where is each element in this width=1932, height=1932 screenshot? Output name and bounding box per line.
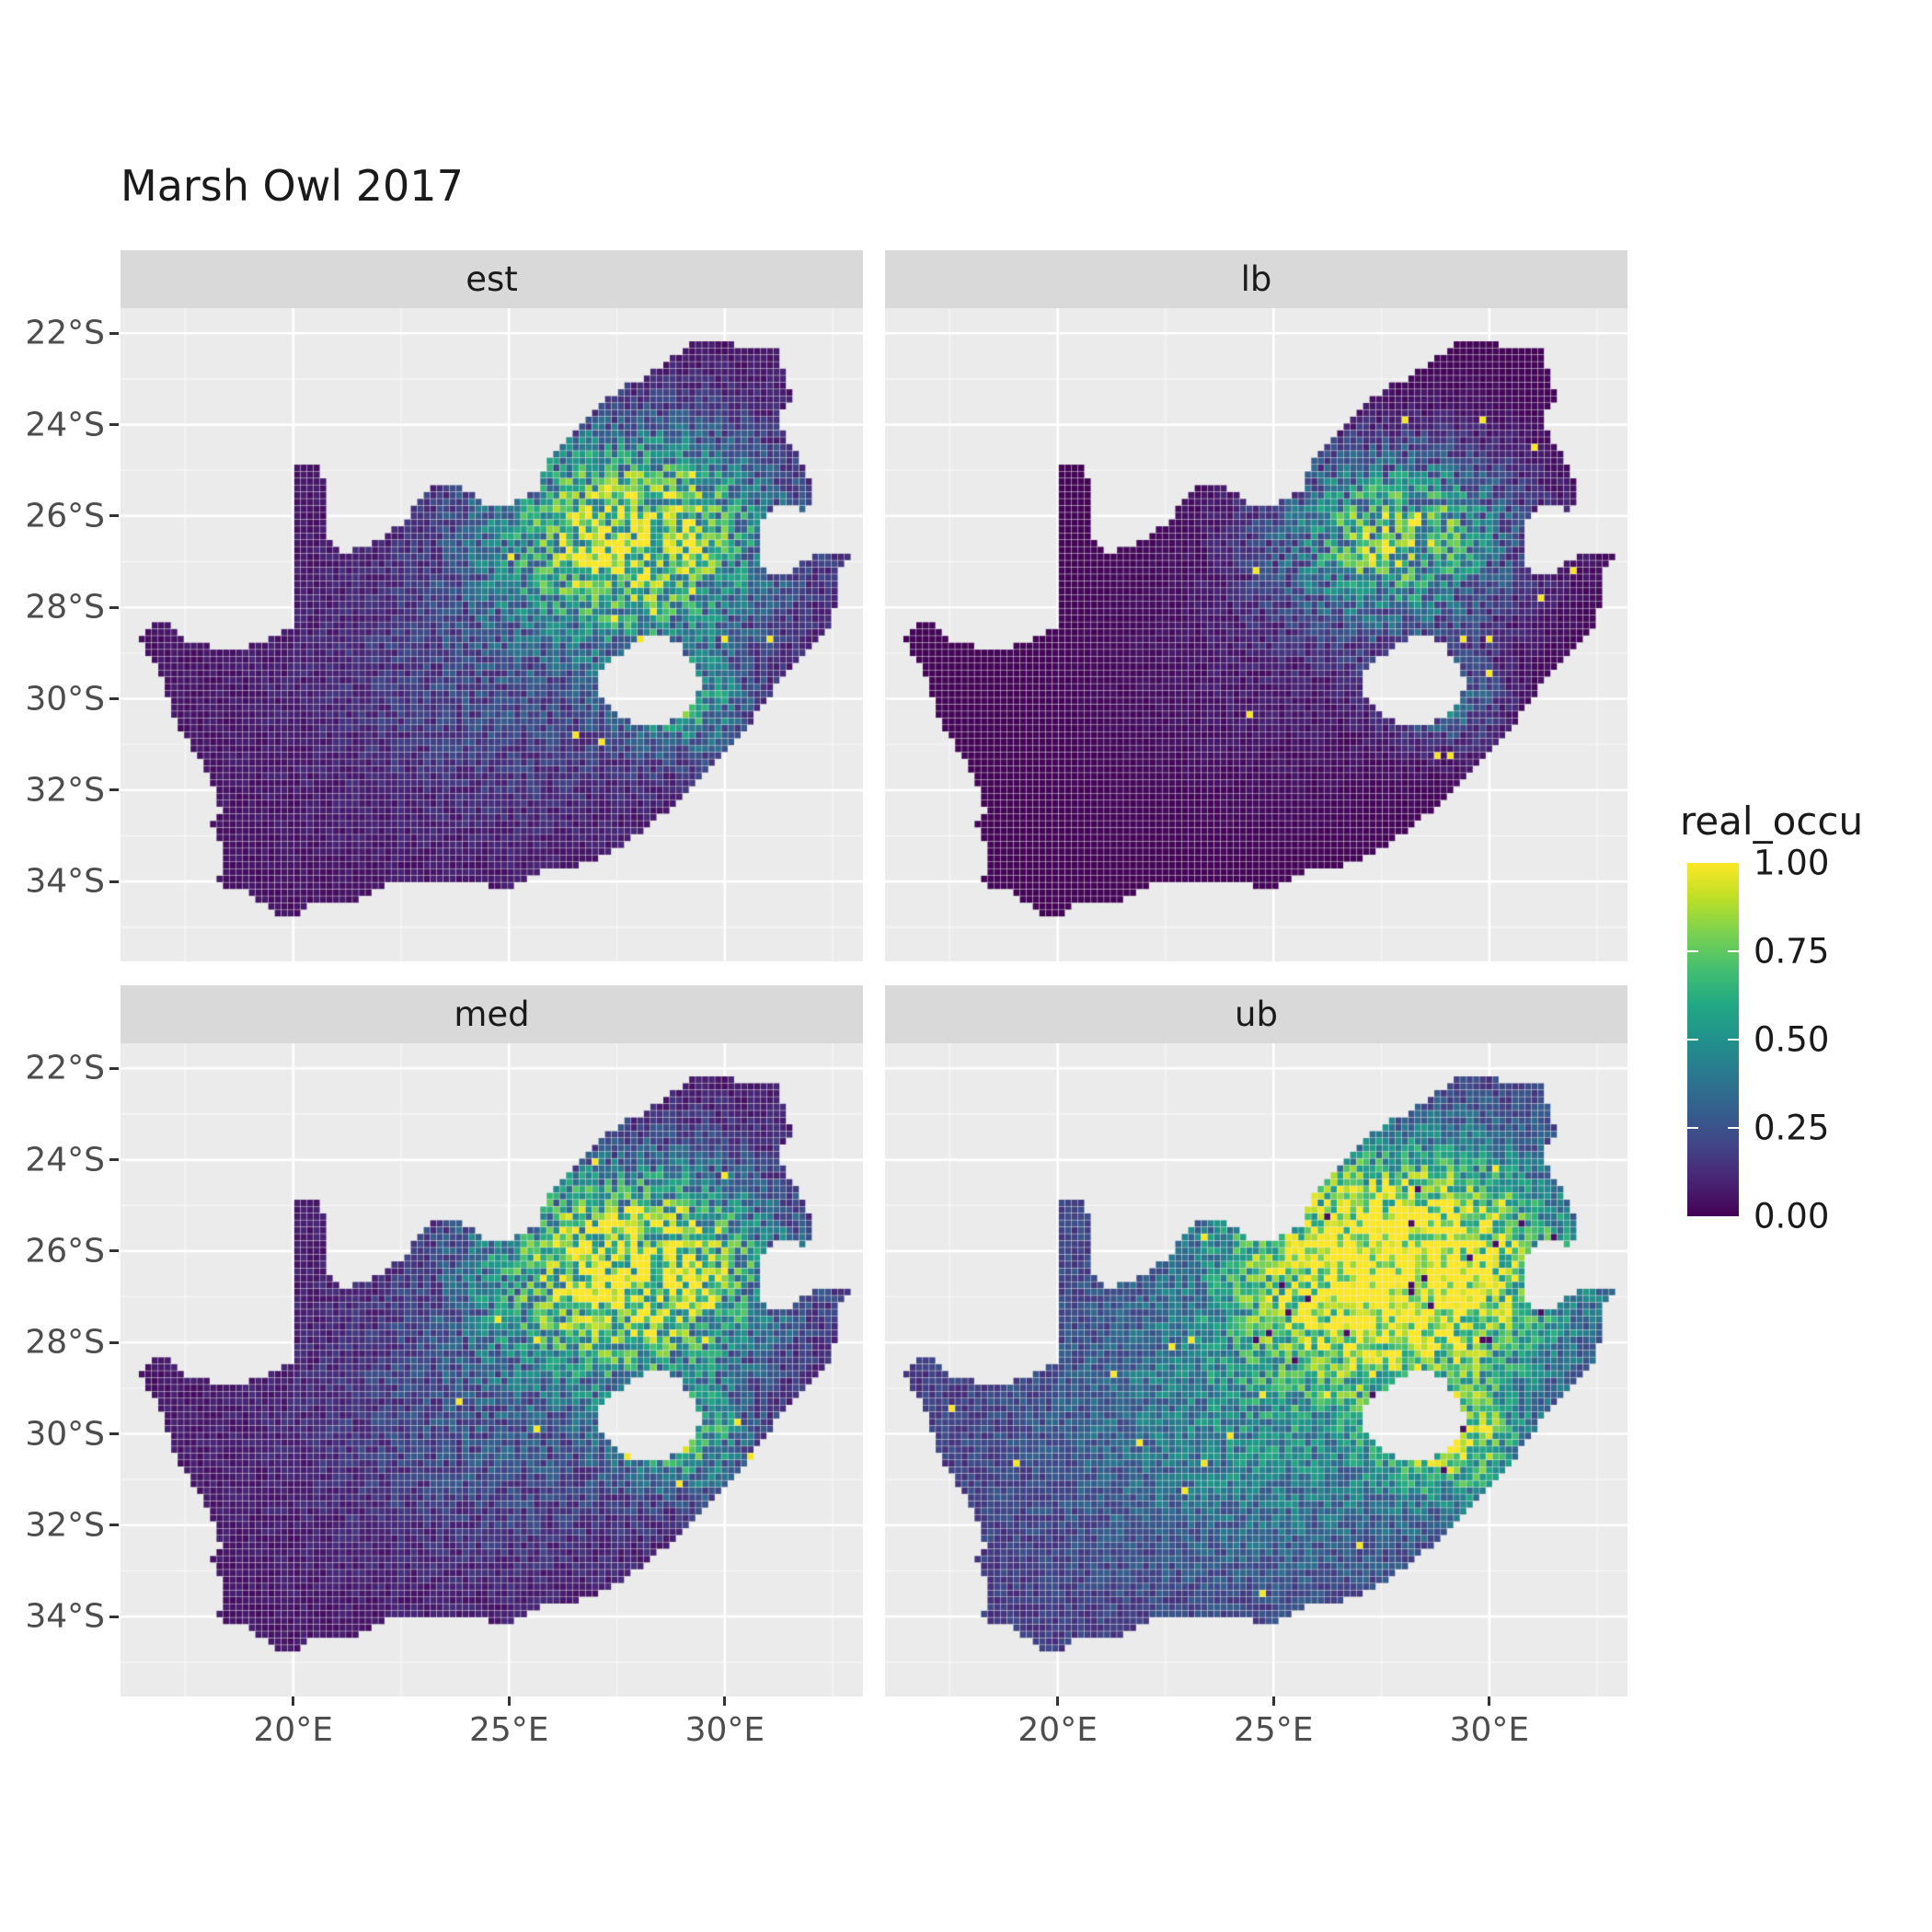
legend-tick-label: 0.00 [1754, 1196, 1830, 1236]
y-axis-tick-mark [109, 331, 119, 335]
y-axis-tick-mark [109, 1066, 119, 1070]
facet-panel-lb [885, 308, 1627, 961]
y-axis-tick-mark [109, 1524, 119, 1527]
x-axis-tick-label: 25°E [468, 1711, 549, 1749]
y-axis-tick-label: 26°S [25, 1232, 105, 1271]
legend-colorbar-tick [1687, 950, 1698, 952]
facet-panel-est [121, 308, 863, 961]
y-axis-tick-label: 22°S [25, 314, 105, 352]
x-axis-tick-label: 20°E [253, 1711, 333, 1749]
legend-colorbar-tick [1687, 1127, 1698, 1129]
y-axis-tick-label: 28°S [25, 1323, 105, 1362]
x-axis-tick-mark [723, 1696, 727, 1706]
y-axis-tick-label: 32°S [25, 771, 105, 810]
legend-colorbar-tick [1728, 1039, 1739, 1041]
map-canvas-lb [885, 308, 1627, 961]
y-axis-tick-mark [109, 697, 119, 700]
facet-panel-med [121, 1043, 863, 1696]
y-axis-tick-mark [109, 788, 119, 792]
y-axis-tick-mark [109, 1432, 119, 1435]
legend-tick-label: 0.50 [1754, 1019, 1830, 1060]
y-axis-tick-label: 34°S [25, 1597, 105, 1636]
facet-strip-lb: lb [885, 250, 1627, 308]
y-axis-tick-label: 24°S [25, 1141, 105, 1179]
x-axis-tick-mark [507, 1696, 511, 1706]
facet-strip-label-med: med [454, 995, 530, 1034]
x-axis-tick-mark [1488, 1696, 1491, 1706]
x-axis-tick-label: 30°E [684, 1711, 765, 1749]
y-axis-tick-mark [109, 1158, 119, 1162]
facet-strip-med: med [121, 985, 863, 1043]
legend-tick-label: 1.00 [1754, 843, 1830, 883]
facet-strip-label-ub: ub [1235, 995, 1278, 1034]
y-axis-tick-label: 30°S [25, 1415, 105, 1453]
y-axis-tick-label: 34°S [25, 862, 105, 901]
legend-colorbar-tick [1687, 1039, 1698, 1041]
y-axis-tick-mark [109, 1615, 119, 1618]
y-axis-tick-mark [109, 605, 119, 609]
x-axis-tick-mark [1271, 1696, 1275, 1706]
map-canvas-ub [885, 1043, 1627, 1696]
x-axis-tick-mark [292, 1696, 295, 1706]
x-axis-tick-label: 25°E [1233, 1711, 1314, 1749]
y-axis-tick-label: 22°S [25, 1049, 105, 1087]
legend-tick-label: 0.25 [1754, 1108, 1830, 1148]
facet-strip-est: est [121, 250, 863, 308]
y-axis-tick-mark [109, 514, 119, 518]
y-axis-tick-label: 32°S [25, 1506, 105, 1545]
y-axis-tick-mark [109, 1340, 119, 1344]
facet-strip-label-est: est [466, 259, 518, 299]
legend-title: real_occu [1680, 799, 1864, 844]
legend-colorbar-tick [1728, 1127, 1739, 1129]
map-canvas-est [121, 308, 863, 961]
x-axis-tick-mark [1056, 1696, 1060, 1706]
y-axis-tick-label: 26°S [25, 497, 105, 535]
map-canvas-med [121, 1043, 863, 1696]
facet-panel-ub [885, 1043, 1627, 1696]
y-axis-tick-label: 28°S [25, 588, 105, 627]
y-axis-tick-mark [109, 880, 119, 883]
legend-tick-label: 0.75 [1754, 931, 1830, 972]
y-axis-tick-label: 30°S [25, 680, 105, 718]
x-axis-tick-label: 30°E [1449, 1711, 1530, 1749]
plot-title: Marsh Owl 2017 [121, 161, 464, 211]
y-axis-tick-label: 24°S [25, 406, 105, 444]
x-axis-tick-label: 20°E [1018, 1711, 1098, 1749]
facet-strip-label-lb: lb [1240, 259, 1272, 299]
y-axis-tick-mark [109, 423, 119, 427]
legend-colorbar-tick [1728, 950, 1739, 952]
y-axis-tick-mark [109, 1249, 119, 1253]
facet-strip-ub: ub [885, 985, 1627, 1043]
